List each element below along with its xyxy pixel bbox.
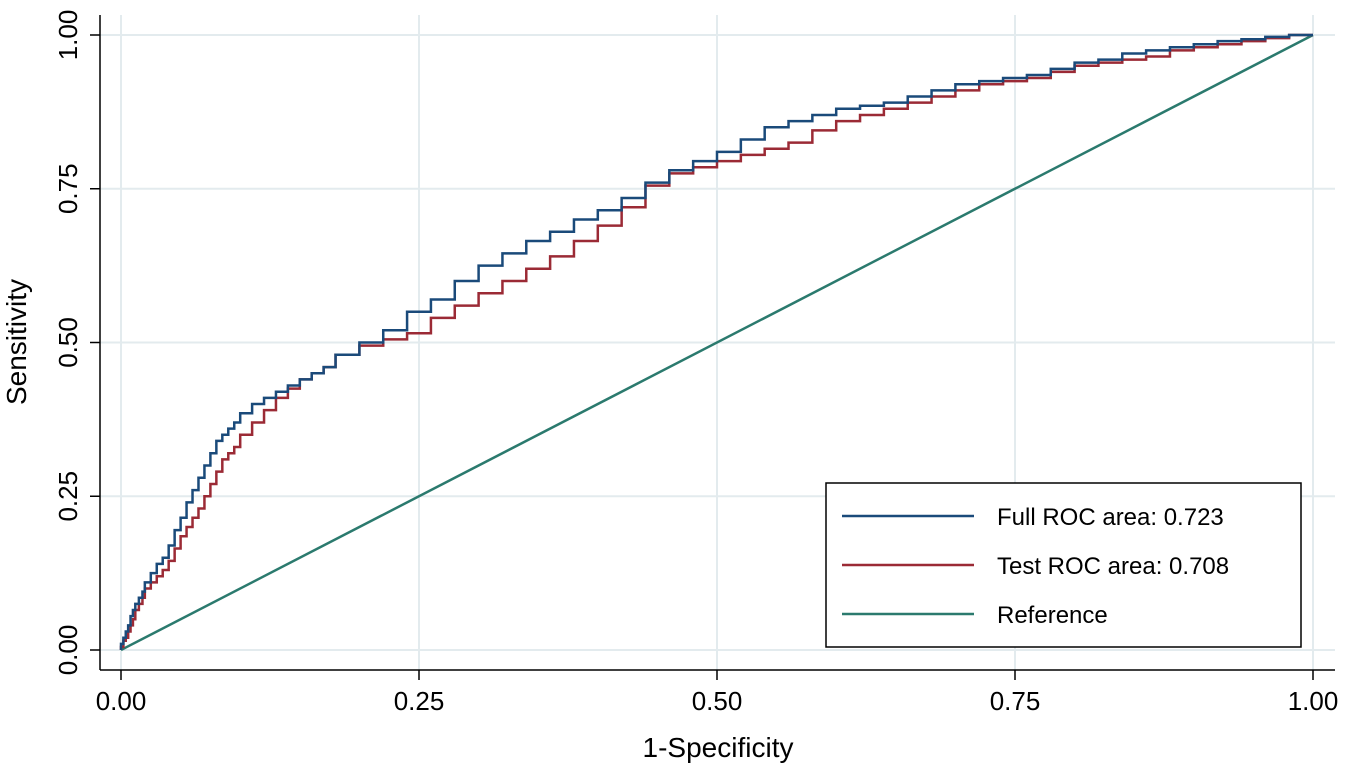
y-tick-label: 0.25 — [53, 471, 83, 522]
reference-line — [120, 33, 1314, 652]
x-axis-label: 1-Specificity — [643, 732, 794, 763]
x-tick-label: 0.00 — [96, 686, 147, 716]
legend: Full ROC area: 0.723 Test ROC area: 0.70… — [825, 482, 1302, 648]
full-roc-line — [119, 33, 1313, 650]
legend-label-test: Test ROC area: 0.708 — [997, 553, 1229, 580]
x-tick-label: 1.00 — [1288, 686, 1339, 716]
series — [119, 33, 1314, 652]
x-tick-label: 0.50 — [692, 686, 743, 716]
x-tick-label: 0.25 — [394, 686, 445, 716]
test-roc-line — [119, 33, 1313, 650]
ticks: 0.00 0.00 0.25 0.25 0.50 0.50 0.75 0.75 1.00 1.00 — [53, 10, 1338, 716]
legend-label-full: Full ROC area: 0.723 — [997, 504, 1224, 531]
y-tick-label: 0.50 — [53, 317, 83, 368]
y-tick-label: 0.00 — [53, 625, 83, 676]
legend-label-reference: Reference — [997, 602, 1108, 629]
x-tick-label: 0.75 — [990, 686, 1041, 716]
y-axis-label: Sensitivity — [1, 279, 32, 405]
y-tick-label: 1.00 — [53, 10, 83, 61]
y-tick-label: 0.75 — [53, 163, 83, 214]
